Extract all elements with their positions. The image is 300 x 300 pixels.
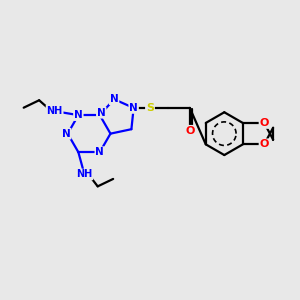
Text: NH: NH — [76, 169, 92, 179]
Text: N: N — [110, 94, 118, 104]
Text: N: N — [97, 108, 106, 118]
Text: N: N — [95, 147, 104, 157]
Text: NH: NH — [46, 106, 63, 116]
Text: O: O — [260, 118, 269, 128]
Text: N: N — [62, 129, 70, 139]
Text: O: O — [185, 126, 194, 136]
Text: O: O — [260, 140, 269, 149]
Text: N: N — [74, 110, 83, 120]
Text: N: N — [129, 103, 138, 113]
Text: S: S — [146, 103, 154, 113]
